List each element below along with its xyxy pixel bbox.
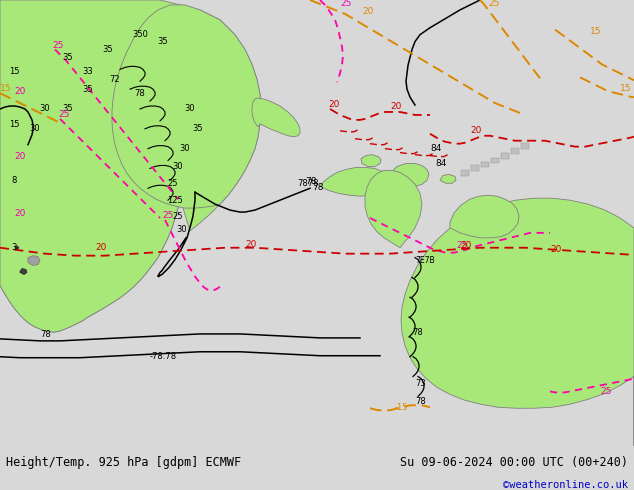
Text: 35: 35 <box>82 85 93 94</box>
Polygon shape <box>390 164 429 186</box>
Text: Height/Temp. 925 hPa [gdpm] ECMWF: Height/Temp. 925 hPa [gdpm] ECMWF <box>6 456 242 469</box>
Text: 20: 20 <box>328 100 339 109</box>
Text: 25: 25 <box>340 0 351 8</box>
Text: 84: 84 <box>435 159 446 169</box>
Polygon shape <box>112 5 261 208</box>
Text: 72: 72 <box>110 75 120 84</box>
Text: 20: 20 <box>460 241 471 250</box>
Polygon shape <box>15 246 19 250</box>
Polygon shape <box>511 147 519 153</box>
Text: 25: 25 <box>456 241 467 250</box>
Polygon shape <box>361 154 381 167</box>
Polygon shape <box>252 98 300 137</box>
Text: 25: 25 <box>162 211 173 220</box>
Text: 20: 20 <box>14 151 25 161</box>
Text: 20: 20 <box>95 243 107 252</box>
Text: 15: 15 <box>620 84 631 93</box>
Text: 8: 8 <box>11 176 16 185</box>
Text: 35: 35 <box>63 53 74 62</box>
Text: 15: 15 <box>9 67 19 76</box>
Text: 78: 78 <box>40 330 51 339</box>
Text: 125: 125 <box>167 196 183 205</box>
Polygon shape <box>320 168 389 196</box>
Text: 30: 30 <box>184 104 195 114</box>
Text: -15: -15 <box>395 403 408 412</box>
Text: 78: 78 <box>305 177 316 186</box>
Text: 73: 73 <box>415 379 426 389</box>
Text: 25: 25 <box>600 388 611 396</box>
Text: 84: 84 <box>430 144 441 152</box>
Text: 30: 30 <box>177 225 187 234</box>
Text: 20: 20 <box>390 102 401 111</box>
Text: 78: 78 <box>415 397 426 406</box>
Polygon shape <box>365 171 422 248</box>
Polygon shape <box>501 152 509 159</box>
Text: 33: 33 <box>82 67 93 76</box>
Text: 25: 25 <box>58 110 69 119</box>
Text: -78.78: -78.78 <box>150 352 177 361</box>
Polygon shape <box>401 198 634 446</box>
Text: 20: 20 <box>550 245 561 254</box>
Polygon shape <box>440 174 456 183</box>
Text: 15: 15 <box>9 121 19 129</box>
Polygon shape <box>0 0 261 332</box>
Text: 3: 3 <box>11 243 16 252</box>
Text: 35: 35 <box>103 45 113 54</box>
Text: 30: 30 <box>40 104 50 114</box>
Polygon shape <box>491 158 499 164</box>
Polygon shape <box>481 162 489 168</box>
Polygon shape <box>0 0 183 332</box>
Text: 15: 15 <box>590 26 602 36</box>
Polygon shape <box>20 269 27 274</box>
Text: 15: 15 <box>0 84 11 93</box>
Text: 7E7B: 7E7B <box>415 256 435 265</box>
Text: 35: 35 <box>193 124 204 133</box>
Polygon shape <box>28 256 40 266</box>
Text: 78: 78 <box>134 89 145 98</box>
Polygon shape <box>471 166 479 171</box>
Text: 20: 20 <box>245 240 256 249</box>
Text: 350: 350 <box>132 30 148 39</box>
Text: 25: 25 <box>488 0 500 8</box>
Text: 78: 78 <box>312 183 323 192</box>
Text: 30: 30 <box>179 144 190 153</box>
Text: 25: 25 <box>168 179 178 188</box>
Text: 30: 30 <box>30 124 41 133</box>
Text: 35: 35 <box>63 104 74 114</box>
Text: Su 09-06-2024 00:00 UTC (00+240): Su 09-06-2024 00:00 UTC (00+240) <box>399 456 628 469</box>
Text: 7878: 7878 <box>297 179 319 188</box>
Text: 20: 20 <box>14 209 25 218</box>
Text: 20: 20 <box>14 87 25 96</box>
Text: 78: 78 <box>412 328 423 337</box>
Polygon shape <box>450 195 519 238</box>
Text: 30: 30 <box>172 162 183 171</box>
Text: 20: 20 <box>362 7 373 16</box>
Text: 25: 25 <box>172 212 183 220</box>
Text: 25: 25 <box>52 41 63 49</box>
Polygon shape <box>521 143 529 148</box>
Text: ©weatheronline.co.uk: ©weatheronline.co.uk <box>503 480 628 490</box>
Text: 20: 20 <box>470 126 481 135</box>
Text: 35: 35 <box>158 37 168 46</box>
Polygon shape <box>461 171 469 176</box>
